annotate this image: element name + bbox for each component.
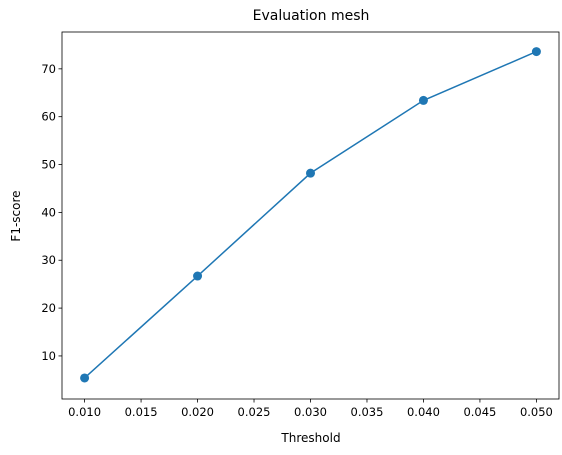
x-tick-label: 0.045 <box>463 405 496 419</box>
chart-title: Evaluation mesh <box>253 8 370 24</box>
data-point <box>418 95 428 105</box>
data-points <box>80 47 541 383</box>
data-point <box>306 168 315 178</box>
x-tick-label: 0.025 <box>238 405 271 419</box>
y-axis-label: F1-score <box>9 190 23 241</box>
data-point <box>531 47 541 57</box>
data-point <box>80 373 90 383</box>
plot-frame <box>61 31 560 400</box>
y-tick-label: 70 <box>41 62 56 76</box>
x-axis-label: Threshold <box>280 431 340 445</box>
y-tick-label: 10 <box>41 349 56 363</box>
x-tick-label: 0.010 <box>68 405 101 419</box>
y-axis: 10 20 30 40 50 60 70 <box>41 62 62 363</box>
y-tick-label: 60 <box>41 110 56 124</box>
series-line <box>84 50 537 379</box>
y-tick-label: 30 <box>41 253 56 267</box>
y-tick-label: 50 <box>41 158 56 172</box>
x-tick-label: 0.020 <box>181 405 214 419</box>
x-axis: 0.010 0.015 0.020 0.025 0.030 0.035 0.040 0.045… <box>68 399 553 419</box>
x-tick-label: 0.030 <box>294 405 327 419</box>
x-tick-label: 0.015 <box>125 405 158 419</box>
x-tick-label: 0.050 <box>520 405 553 419</box>
x-tick-label: 0.040 <box>407 405 440 419</box>
data-point <box>193 271 203 281</box>
x-tick-label: 0.035 <box>351 405 384 419</box>
y-tick-label: 20 <box>41 301 56 315</box>
y-tick-label: 40 <box>41 205 56 219</box>
